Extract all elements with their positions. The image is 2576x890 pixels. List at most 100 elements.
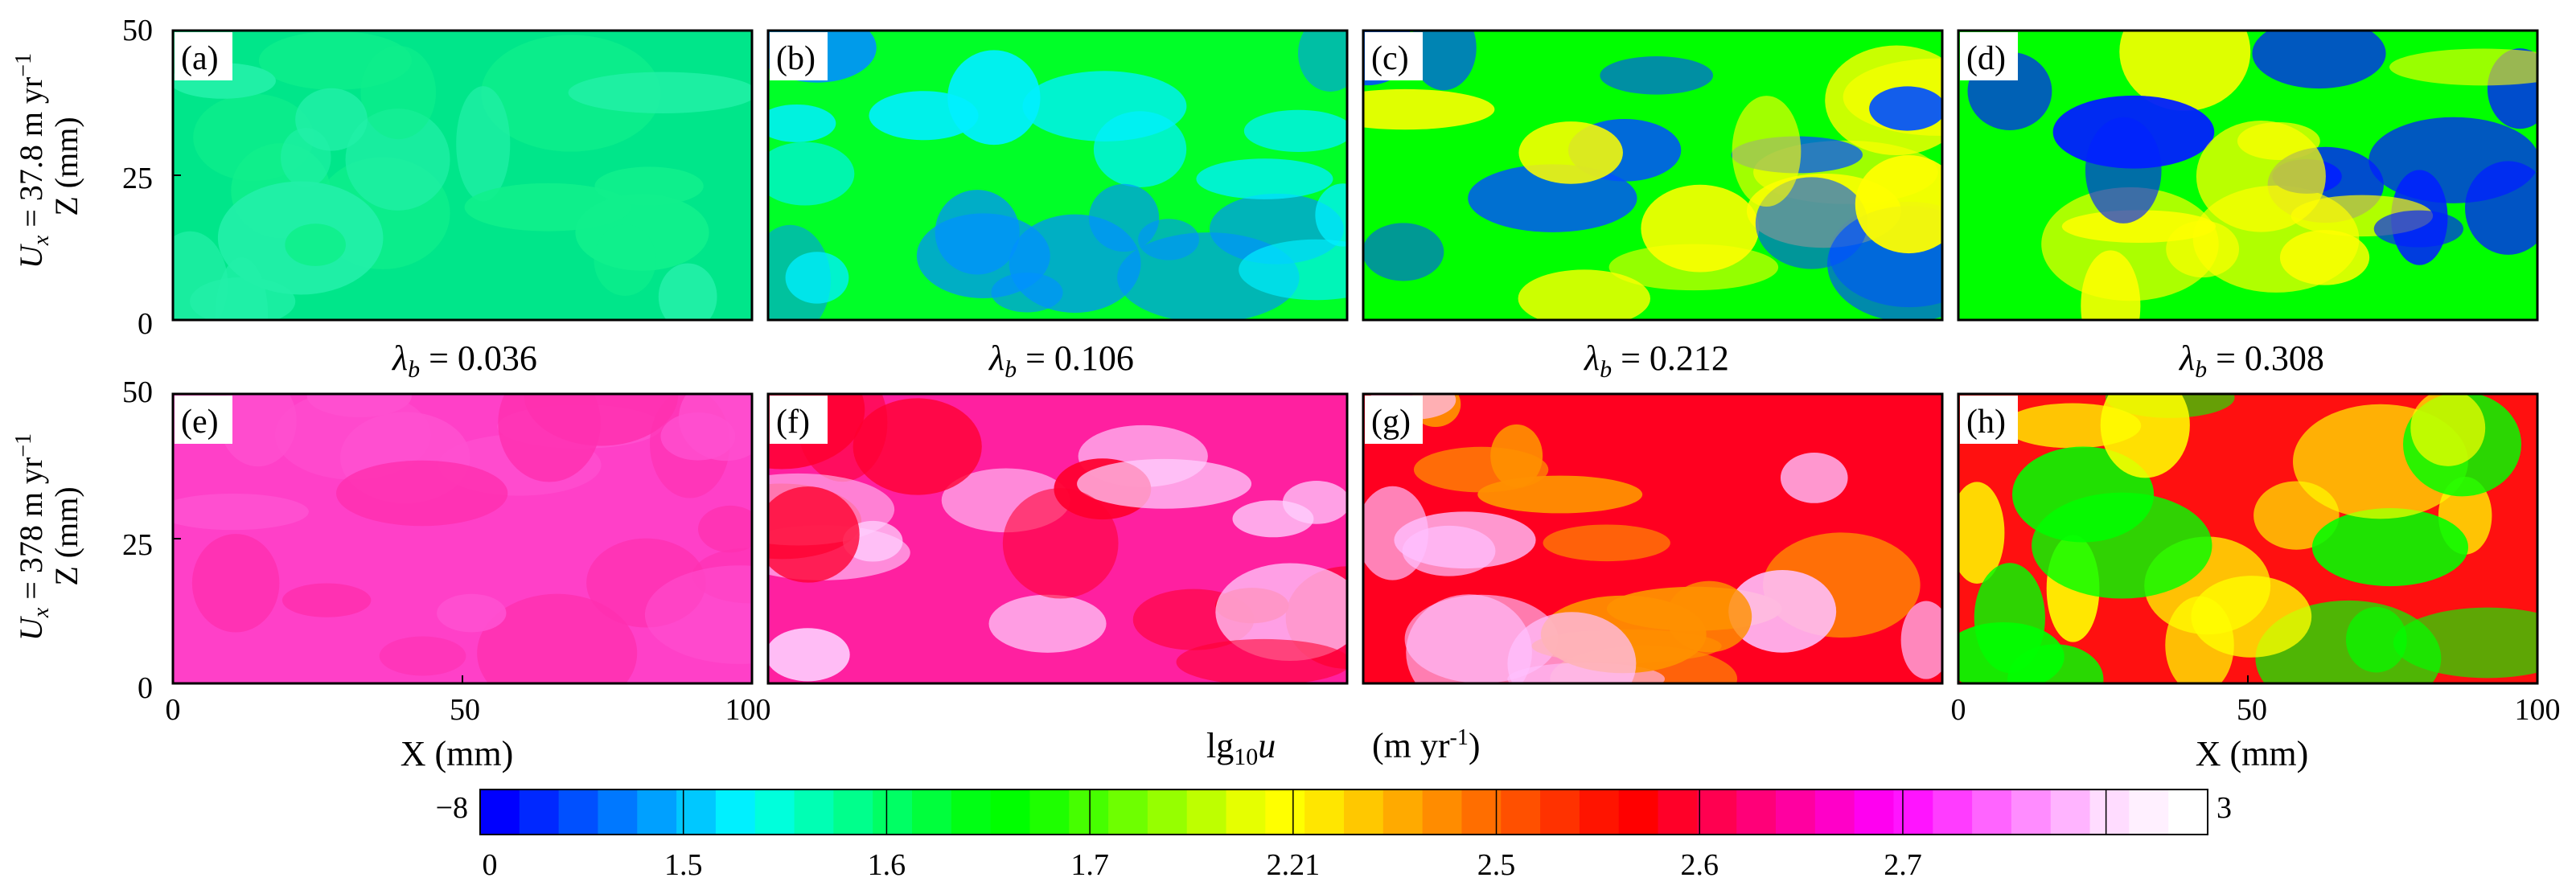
panel-a [173,31,752,320]
panel-d [1958,31,2537,320]
colorbar-swatch [1697,790,1737,835]
panel-g [1363,394,1942,683]
panel-tag-box [1960,32,2018,80]
colorbar-swatch [990,790,1031,835]
panel-frame [1362,29,1944,322]
row-label-1: Ux = 37.8 m yr−1 [11,53,54,269]
colorbar-swatch [2129,790,2169,835]
lambda-label-2: λb = 0.106 [988,338,1134,383]
colorbar-swatch [2011,790,2052,835]
colorbar [479,789,2208,835]
colorbar-swatch [1972,790,2012,835]
colorbar-swatch [1226,790,1266,835]
colorbar-swatch [1029,790,1070,835]
lambda-label-3: λb = 0.212 [1583,338,1729,383]
y-tick-0-row2: 0 [138,671,153,705]
panel-e [173,394,752,683]
panel-tag-box [1365,32,1423,80]
panel-f [768,394,1347,683]
y-tick-50-row2: 50 [122,375,153,409]
y-tick-25-row2: 25 [122,528,153,562]
colorbar-swatch [1344,790,1384,835]
panel-tag-box [770,32,828,80]
colorbar-swatch [951,790,992,835]
colorbar-swatch [873,790,913,835]
x-tick-0-left: 0 [166,693,181,727]
colorbar-max-label: 3 [2217,791,2232,825]
colorbar-swatch [1265,790,1305,835]
colorbar-swatch [1108,790,1148,835]
panel-b [768,31,1347,320]
panel-tag: (g) [1371,404,1411,441]
colorbar-swatch [1186,790,1227,835]
colorbar-tick-label: 2.6 [1680,848,1719,882]
colorbar-tick-label: 2.5 [1477,848,1516,882]
x-tick-50-left: 50 [450,693,480,727]
panel-tag: (e) [181,404,219,441]
colorbar-swatch [1933,790,1973,835]
colorbar-swatch [1814,790,1855,835]
colorbar-swatch [676,790,717,835]
colorbar-swatch [1461,790,1502,835]
panel-tag-box [175,396,232,444]
lambda-label-4: λb = 0.308 [2178,338,2324,383]
colorbar-swatch [1776,790,1816,835]
panel-tag: (b) [776,40,816,77]
colorbar-title: lg10u [1206,726,1276,770]
y-axis-label-1: Z (mm) [48,117,84,215]
colorbar-swatch [637,790,677,835]
colorbar-swatch [2089,790,2130,835]
colorbar-tick-label: 2.7 [1884,848,1922,882]
colorbar-swatch [912,790,952,835]
colorbar-tick-label: 1.5 [664,848,703,882]
x-tick-50-right: 50 [2237,693,2267,727]
panel-tag-box [770,396,828,444]
panel-frame [1957,29,2539,322]
x-tick-0-right: 0 [1951,693,1966,727]
colorbar-swatch [833,790,873,835]
colorbar-units: (m yr-1) [1372,725,1481,765]
panel-tag: (d) [1966,40,2006,77]
colorbar-swatch [1658,790,1698,835]
colorbar-swatch [1069,790,1109,835]
x-tick-100-left: 100 [725,693,771,727]
colorbar-swatch [2168,790,2208,835]
colorbar-swatch [558,790,599,835]
x-axis-label-right: X (mm) [2196,734,2309,773]
y-axis-label-2: Z (mm) [48,486,84,585]
colorbar-tick-label: 1.7 [1070,848,1109,882]
panel-h [1958,394,2537,683]
colorbar-frame [479,789,2208,835]
panel-tag: (a) [181,40,219,77]
x-axis-label-left: X (mm) [401,734,514,773]
colorbar-swatch [2050,790,2091,835]
panel-tag-box [1365,396,1423,444]
colorbar-swatch [1382,790,1424,835]
colorbar-swatch [1422,790,1463,835]
colorbar-swatch [715,790,756,835]
y-tick-0-row1: 0 [138,307,153,341]
y-tick-50-row1: 50 [122,14,153,47]
colorbar-swatch [519,790,560,835]
panel-frame [1362,392,1944,685]
colorbar-swatch [1618,790,1659,835]
panel-tag: (f) [776,404,810,441]
colorbar-swatch [794,790,834,835]
colorbar-swatch [1147,790,1188,835]
colorbar-tick-label: 0 [483,848,498,882]
colorbar-tick-label: 2.21 [1267,848,1321,882]
panel-tag: (c) [1371,40,1409,77]
colorbar-swatch [1540,790,1580,835]
colorbar-swatch [480,790,520,835]
colorbar-swatch [1736,790,1777,835]
colorbar-swatch [754,790,795,835]
panel-frame [766,392,1349,685]
colorbar-tick-label: 1.6 [868,848,906,882]
colorbar-swatch [1854,790,1895,835]
colorbar-min-label: −8 [436,791,468,825]
y-tick-25-row1: 25 [122,162,153,195]
colorbar-swatch [1893,790,1933,835]
colorbar-swatch [1579,790,1620,835]
panel-tag-box [1960,396,2018,444]
